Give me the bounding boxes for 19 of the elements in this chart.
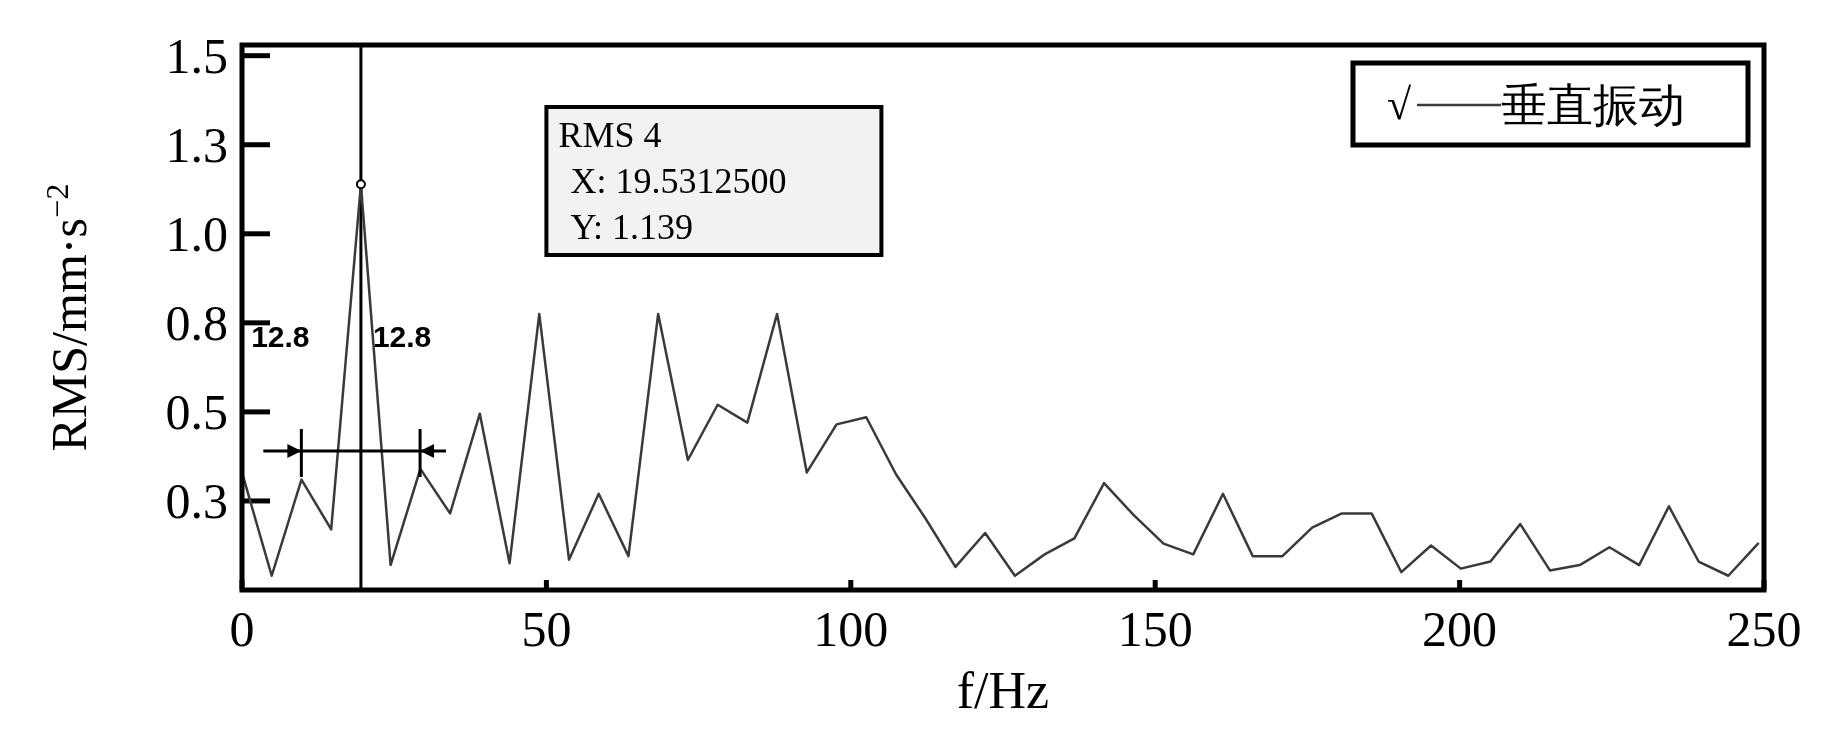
x-tick-label: 250 [1726, 601, 1802, 657]
annotation: √ [1387, 80, 1412, 129]
x-tick-label: 100 [813, 601, 889, 657]
y-tick-label: 0.5 [165, 383, 228, 440]
y-tick-label: 1.5 [165, 27, 228, 84]
annotation: 12.8 [251, 320, 310, 354]
legend-label: 垂直振动 [1501, 80, 1685, 131]
y-tick-label: 1.3 [165, 116, 228, 173]
annotation: RMS 4 X: 19.5312500 Y: 1.139 [558, 115, 787, 247]
cursor-readout: RMS 4 X: 19.5312500 Y: 1.139 [544, 105, 884, 257]
y-tick-label: 1.0 [165, 205, 228, 262]
y-tick-label: 0.8 [165, 294, 228, 351]
x-tick-label: 150 [1117, 601, 1193, 657]
x-tick-label: 50 [521, 601, 572, 657]
y-tick-label: 0.3 [165, 472, 228, 529]
annotation: 12.8 [372, 320, 432, 354]
x-tick-label: 200 [1422, 601, 1498, 657]
x-axis-title: f/Hz [956, 662, 1050, 719]
x-tick-label: 0 [229, 601, 255, 657]
